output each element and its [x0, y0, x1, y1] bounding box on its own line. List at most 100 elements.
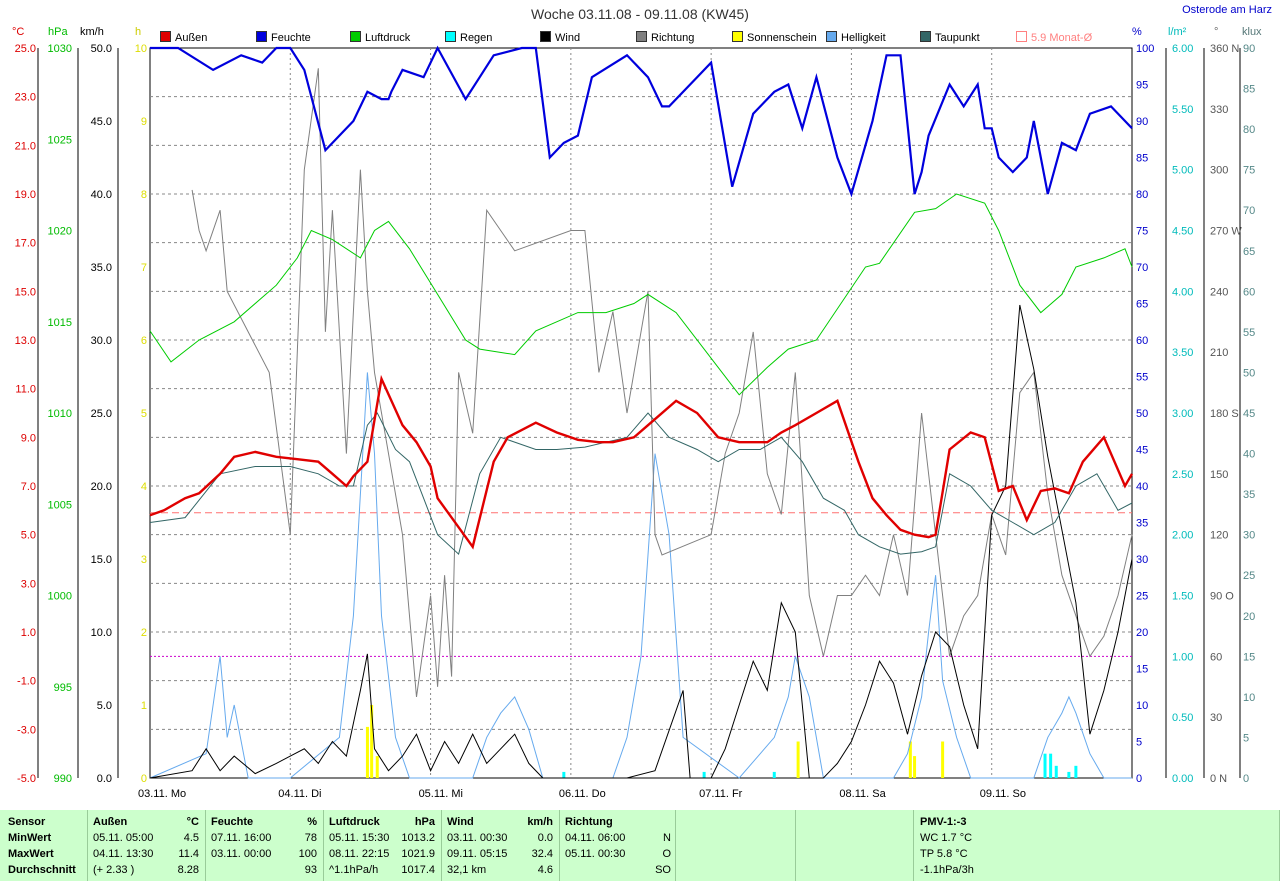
footer-cell: 93	[304, 864, 317, 876]
legend-item: Helligkeit	[826, 31, 886, 44]
footer-column	[88, 810, 206, 881]
lux-tick-label: 65	[1243, 246, 1255, 258]
rain-bar	[1049, 753, 1053, 778]
direction-tick-label: 270 W	[1210, 226, 1242, 238]
legend-label: Feuchte	[271, 32, 311, 44]
lux-tick-label: 90	[1243, 43, 1255, 55]
direction-tick-label: 120	[1210, 530, 1228, 542]
wind-tick-label: 15.0	[91, 554, 112, 566]
humidity-tick-label: 60	[1136, 335, 1148, 347]
humidity-tick-label: 65	[1136, 299, 1148, 311]
pressure-tick-label: 1005	[48, 499, 72, 511]
sun-tick-label: 0	[141, 773, 147, 785]
legend-swatch	[732, 31, 743, 42]
humidity-tick-label: 80	[1136, 189, 1148, 201]
wind-tick-label: 25.0	[91, 408, 112, 420]
lux-tick-label: 40	[1243, 449, 1255, 461]
humidity-tick-label: 15	[1136, 664, 1148, 676]
lux-tick-label: 35	[1243, 489, 1255, 501]
footer-cell: 1021.9	[401, 848, 435, 860]
footer-cell: 07.11. 16:00	[211, 832, 272, 844]
legend-label: Wind	[555, 32, 581, 44]
lux-tick-label: 80	[1243, 124, 1255, 136]
footer-cell: 1013.2	[401, 832, 435, 844]
legend-item: Sonnenschein	[732, 31, 817, 44]
rain-bar	[772, 771, 776, 778]
humidity-tick-label: 10	[1136, 700, 1148, 712]
temp-tick-label: -3.0	[17, 724, 36, 736]
lux-tick-label: 60	[1243, 286, 1255, 298]
humidity-tick-label: 30	[1136, 554, 1148, 566]
footer-cell: MaxWert	[8, 848, 54, 860]
legend-swatch	[636, 31, 647, 42]
temp-tick-label: 15.0	[15, 286, 36, 298]
temp-tick-label: 5.0	[21, 530, 36, 542]
footer-cell: TP 5.8 °C	[920, 848, 968, 860]
legend-swatch	[160, 31, 171, 42]
footer-cell: 0.0	[537, 832, 553, 844]
temp-tick-label: -5.0	[17, 773, 36, 785]
rain-bar	[1074, 765, 1078, 778]
temp-tick-label: 9.0	[21, 432, 36, 444]
sunshine-bar	[365, 726, 369, 778]
wind-tick-label: 0.0	[97, 773, 112, 785]
rain-bar	[562, 771, 566, 778]
x-tick-label: 05.11. Mi	[419, 788, 463, 800]
lux-tick-label: 85	[1243, 84, 1255, 96]
x-tick-label: 09.11. So	[980, 788, 1026, 800]
footer-cell: hPa	[414, 816, 435, 828]
footer-column	[442, 810, 560, 881]
temp-tick-label: 21.0	[15, 140, 36, 152]
legend-label: 5.9 Monat-Ø	[1031, 32, 1093, 44]
humidity-tick-label: 35	[1136, 518, 1148, 530]
location-link[interactable]: Osterode am Harz	[1182, 4, 1272, 16]
legend-label: Luftdruck	[365, 32, 411, 44]
humidity-tick-label: 100	[1136, 43, 1154, 55]
temp-tick-label: 7.0	[21, 481, 36, 493]
wind-tick-label: 45.0	[91, 116, 112, 128]
wind-tick-label: 5.0	[97, 700, 112, 712]
rain-tick-label: 3.50	[1172, 347, 1193, 359]
footer-cell: 03.11. 00:00	[211, 848, 272, 860]
humidity-tick-label: 50	[1136, 408, 1148, 420]
x-tick-label: 04.11. Di	[278, 788, 321, 800]
pressure-line	[149, 193, 1133, 396]
rain-tick-label: 4.00	[1172, 286, 1193, 298]
rain-tick-label: 5.00	[1172, 165, 1193, 177]
lux-tick-label: 55	[1243, 327, 1255, 339]
humidity-tick-label: 85	[1136, 153, 1148, 165]
footer-cell: 09.11. 05:15	[447, 848, 508, 860]
footer-cell: WC 1.7 °C	[920, 832, 973, 844]
sun-tick-label: 10	[135, 43, 147, 55]
humidity-tick-label: 70	[1136, 262, 1148, 274]
rain-tick-label: 1.50	[1172, 591, 1193, 603]
legend-swatch	[540, 31, 551, 42]
pressure-tick-label: 990	[54, 773, 72, 785]
lux-tick-label: 20	[1243, 611, 1255, 623]
lux-tick-label: 5	[1243, 732, 1249, 744]
legend-swatch	[445, 31, 456, 42]
sun-tick-label: 8	[141, 189, 147, 201]
legend-label: Regen	[460, 32, 493, 44]
rain-unit: l/m²	[1168, 26, 1187, 38]
legend-label: Sonnenschein	[747, 32, 817, 44]
lux-tick-label: 10	[1243, 692, 1255, 704]
temp-tick-label: 3.0	[21, 578, 36, 590]
footer-cell: km/h	[527, 816, 553, 828]
humidity-tick-label: 20	[1136, 627, 1148, 639]
sunshine-bar	[913, 756, 917, 778]
x-tick-label: 07.11. Fr	[699, 788, 743, 800]
legend-swatch	[1016, 31, 1027, 42]
footer-cell: 04.11. 13:30	[93, 848, 154, 860]
footer-column	[676, 810, 796, 881]
direction-tick-label: 360 N	[1210, 43, 1239, 55]
footer-cell: Wind	[447, 816, 474, 828]
lux-tick-label: 75	[1243, 165, 1255, 177]
temp-tick-label: 25.0	[15, 43, 36, 55]
legend-label: Helligkeit	[841, 32, 886, 44]
wind-unit: km/h	[80, 26, 104, 38]
footer-cell: 03.11. 00:30	[447, 832, 508, 844]
legend-item: Taupunkt	[920, 31, 980, 44]
pressure-tick-label: 995	[54, 682, 72, 694]
humidity-tick-label: 0	[1136, 773, 1142, 785]
